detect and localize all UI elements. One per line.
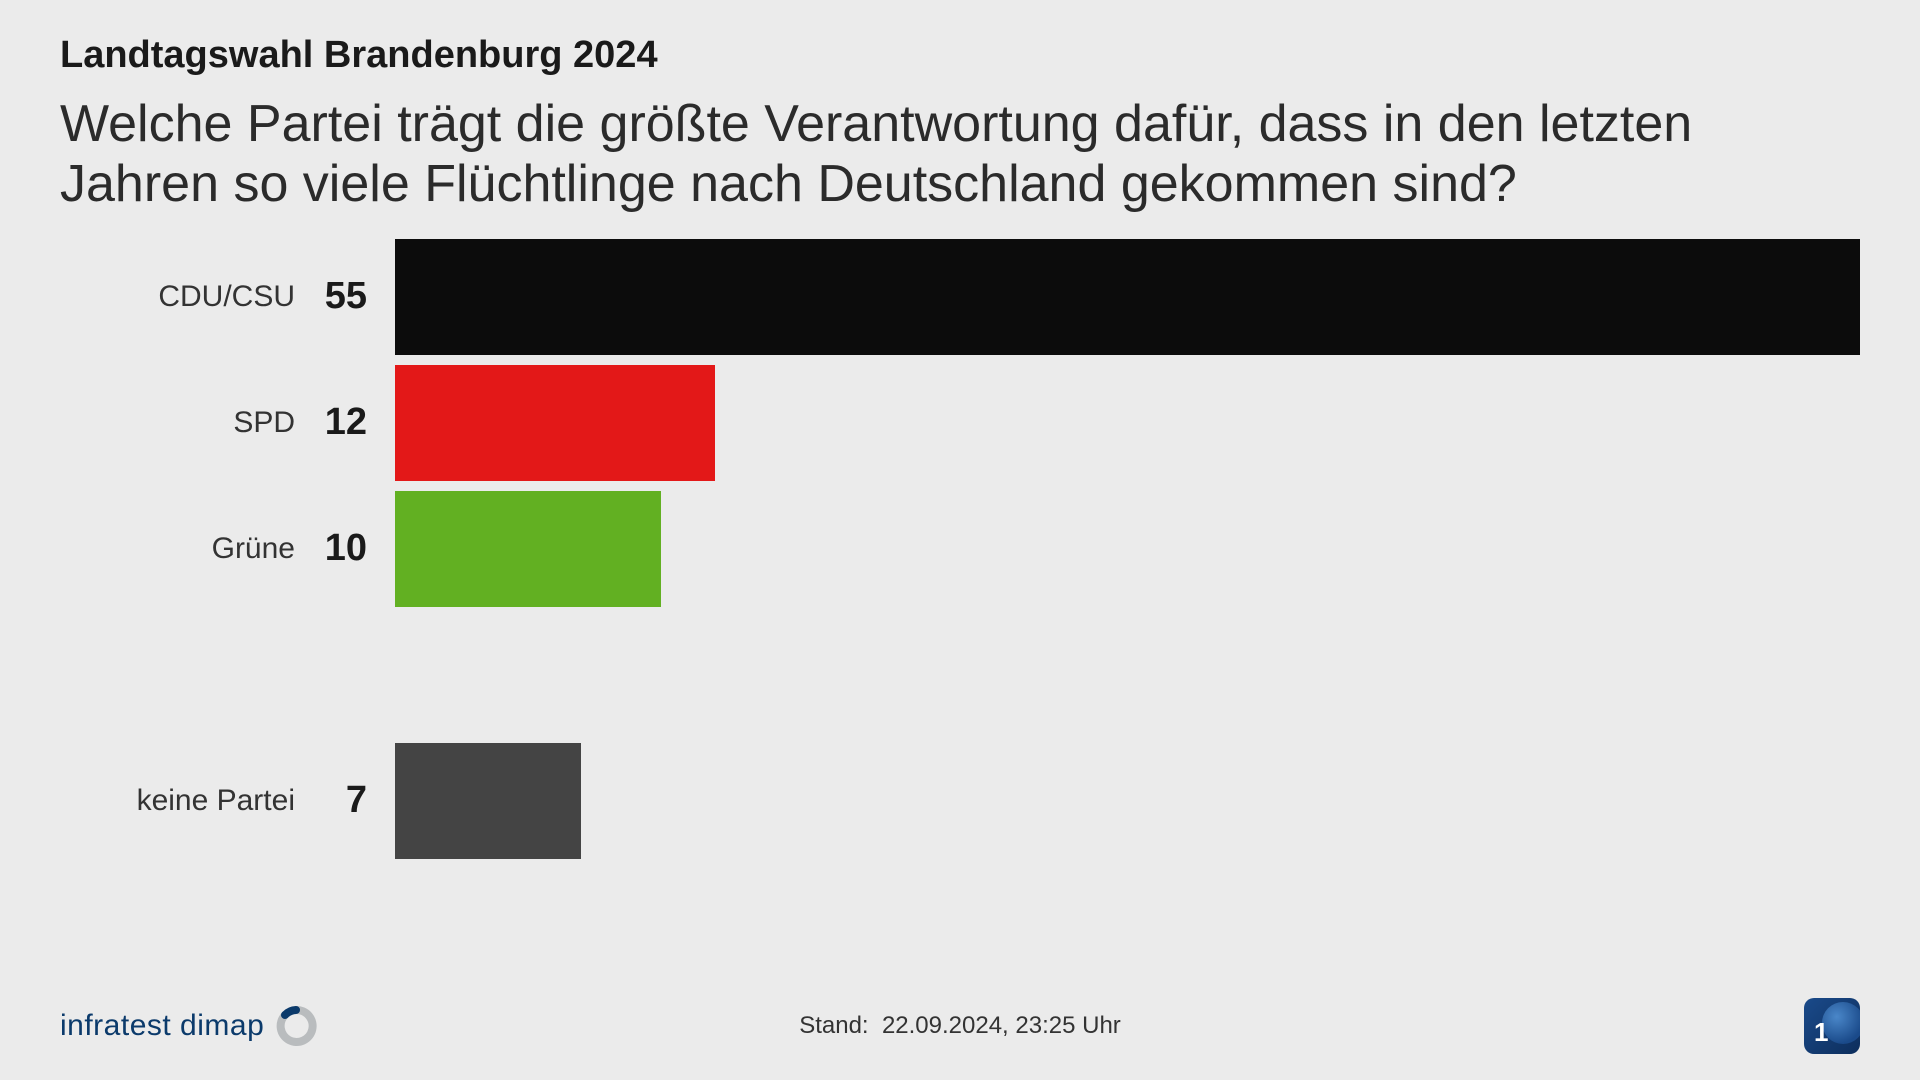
bar-value: 12 bbox=[305, 401, 395, 444]
bar-label: SPD bbox=[60, 406, 305, 440]
chart-container: Landtagswahl Brandenburg 2024 Welche Par… bbox=[0, 0, 1920, 859]
brand-text: infratest dimap bbox=[60, 1009, 264, 1043]
bar-value: 7 bbox=[305, 779, 395, 822]
bar bbox=[395, 239, 1860, 355]
bar bbox=[395, 743, 581, 859]
bar-track bbox=[395, 365, 1860, 481]
bar-row: SPD12 bbox=[60, 365, 1860, 481]
bar-value: 10 bbox=[305, 527, 395, 570]
brand: infratest dimap bbox=[60, 1004, 318, 1048]
footer: infratest dimap Stand: 22.09.2024, 23:25… bbox=[60, 998, 1860, 1054]
bar-row: Grüne10 bbox=[60, 491, 1860, 607]
chart-title: Welche Partei trägt die größte Verantwor… bbox=[60, 95, 1820, 215]
bar-value: 55 bbox=[305, 275, 395, 318]
bar-label: CDU/CSU bbox=[60, 280, 305, 314]
brand-swirl-icon bbox=[274, 1004, 318, 1048]
bar bbox=[395, 491, 661, 607]
network-glyph: 1 bbox=[1814, 1017, 1828, 1048]
network-logo-icon: 1 bbox=[1804, 998, 1860, 1054]
bar bbox=[395, 365, 715, 481]
supertitle: Landtagswahl Brandenburg 2024 bbox=[60, 34, 1860, 77]
bar-track bbox=[395, 491, 1860, 607]
bar-label: Grüne bbox=[60, 532, 305, 566]
bar-label: keine Partei bbox=[60, 784, 305, 818]
bar-row: CDU/CSU55 bbox=[60, 239, 1860, 355]
bar-chart: CDU/CSU55SPD12Grüne10keine Partei7 bbox=[60, 239, 1860, 859]
bar-track bbox=[395, 743, 1860, 859]
bar-row: keine Partei7 bbox=[60, 743, 1860, 859]
bar-track bbox=[395, 239, 1860, 355]
timestamp: Stand: 22.09.2024, 23:25 Uhr bbox=[799, 1012, 1121, 1040]
